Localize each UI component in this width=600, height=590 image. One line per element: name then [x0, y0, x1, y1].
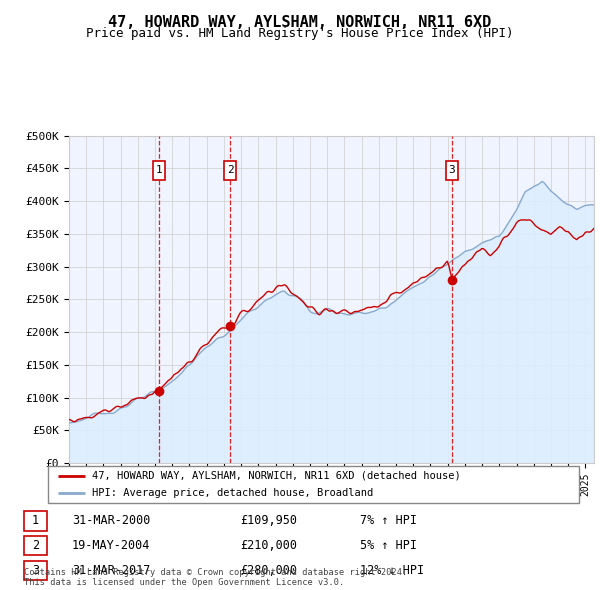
Text: HPI: Average price, detached house, Broadland: HPI: Average price, detached house, Broa… [92, 488, 373, 498]
Text: 3: 3 [32, 564, 39, 577]
Text: 2: 2 [227, 165, 234, 175]
Text: 3: 3 [449, 165, 455, 175]
Text: 2: 2 [32, 539, 39, 552]
Text: £109,950: £109,950 [240, 514, 297, 527]
Text: Price paid vs. HM Land Registry's House Price Index (HPI): Price paid vs. HM Land Registry's House … [86, 27, 514, 40]
Text: £210,000: £210,000 [240, 539, 297, 552]
Text: 1: 1 [32, 514, 39, 527]
Text: £280,000: £280,000 [240, 564, 297, 577]
Text: 19-MAY-2004: 19-MAY-2004 [72, 539, 151, 552]
Text: 1: 1 [156, 165, 163, 175]
Bar [154, 161, 166, 179]
Text: 47, HOWARD WAY, AYLSHAM, NORWICH, NR11 6XD (detached house): 47, HOWARD WAY, AYLSHAM, NORWICH, NR11 6… [92, 471, 460, 481]
Text: 31-MAR-2017: 31-MAR-2017 [72, 564, 151, 577]
Text: 7% ↑ HPI: 7% ↑ HPI [360, 514, 417, 527]
Text: 47, HOWARD WAY, AYLSHAM, NORWICH, NR11 6XD: 47, HOWARD WAY, AYLSHAM, NORWICH, NR11 6… [109, 15, 491, 30]
Text: 31-MAR-2000: 31-MAR-2000 [72, 514, 151, 527]
Bar [224, 161, 236, 179]
Bar [446, 161, 458, 179]
FancyBboxPatch shape [48, 466, 579, 503]
Text: Contains HM Land Registry data © Crown copyright and database right 2024.
This d: Contains HM Land Registry data © Crown c… [24, 568, 407, 587]
Text: 12% ↓ HPI: 12% ↓ HPI [360, 564, 424, 577]
Text: 5% ↑ HPI: 5% ↑ HPI [360, 539, 417, 552]
